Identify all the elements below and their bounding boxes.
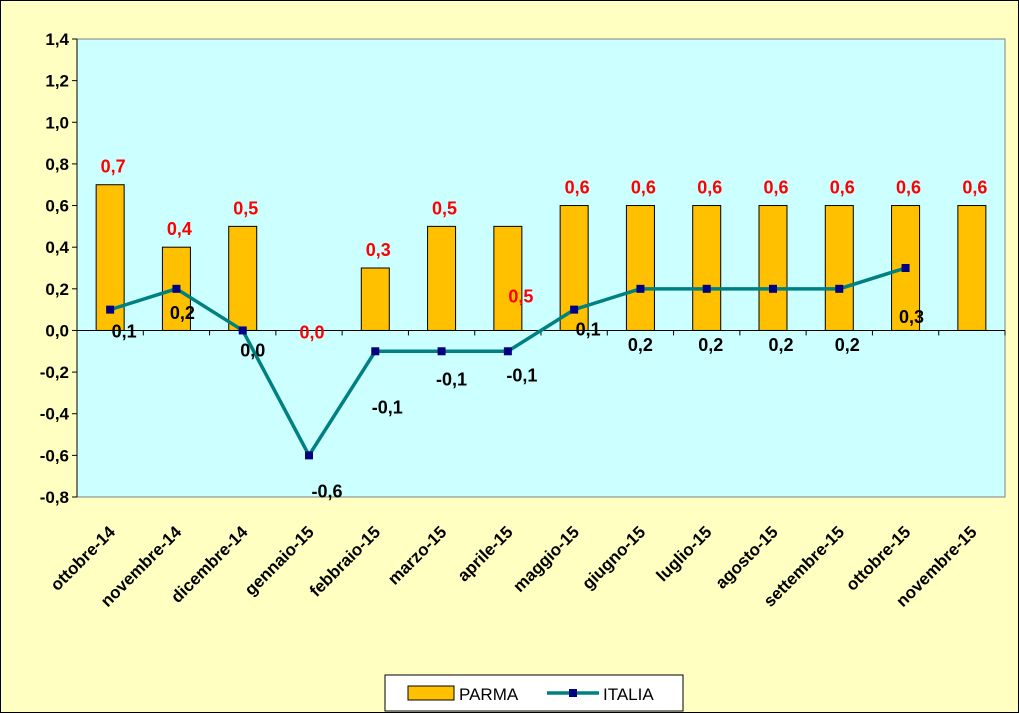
- x-tick-label: ottobre-15: [842, 522, 914, 594]
- data-label-parma: 0,5: [508, 286, 533, 306]
- data-label-parma: 0,6: [763, 178, 788, 198]
- data-label-italia: 0,2: [698, 335, 723, 355]
- data-label-italia: 0,3: [899, 307, 924, 327]
- point-italia: [238, 326, 247, 335]
- point-italia: [769, 284, 777, 293]
- bar-parma: [493, 225, 523, 331]
- bar-parma: [360, 267, 390, 331]
- point-italia: [702, 284, 711, 293]
- bar-parma: [692, 205, 722, 331]
- data-label-italia: 0,2: [170, 303, 195, 323]
- data-label-parma: 0,3: [366, 240, 391, 260]
- bar-parma: [957, 205, 987, 331]
- point-italia: [172, 284, 181, 293]
- y-tick-label: 0,8: [45, 155, 69, 174]
- y-tick-label: 0,6: [45, 197, 69, 216]
- legend-label-italia: ITALIA: [603, 685, 654, 704]
- x-tick-label: marzo-15: [384, 522, 450, 588]
- data-label-italia: 0,0: [240, 340, 265, 360]
- data-label-italia: -0,1: [372, 397, 403, 417]
- point-italia: [371, 347, 380, 356]
- x-tick-label: agosto-15: [712, 522, 782, 592]
- point-italia: [570, 305, 579, 314]
- x-tick-label: febbraio-15: [306, 522, 384, 600]
- y-tick-label: -0,4: [40, 405, 70, 424]
- legend-swatch-parma: [407, 685, 455, 701]
- y-tick-label: -0,6: [40, 446, 69, 465]
- y-tick-label: 0,4: [45, 238, 69, 257]
- bar-parma: [824, 205, 854, 331]
- data-label-italia: 0,2: [768, 335, 793, 355]
- y-tick-label: 1,0: [45, 113, 69, 132]
- point-italia: [835, 284, 844, 293]
- y-tick-label: -0,8: [40, 488, 69, 507]
- x-tick-label: giugno-15: [578, 522, 649, 593]
- point-italia: [901, 264, 910, 272]
- point-italia: [503, 347, 512, 356]
- data-label-parma: 0,6: [896, 178, 921, 198]
- data-label-parma: 0,6: [631, 178, 656, 198]
- data-label-parma: 0,6: [565, 178, 590, 198]
- x-tick-label: maggio-15: [509, 522, 583, 596]
- data-label-parma: 0,5: [432, 198, 457, 218]
- y-tick-label: -0,2: [40, 363, 69, 382]
- data-label-italia: -0,1: [436, 369, 467, 389]
- x-tick-label: aprile-15: [454, 522, 517, 585]
- bar-parma: [625, 205, 655, 331]
- data-label-parma: 0,5: [233, 198, 258, 218]
- data-label-italia: 0,2: [628, 335, 653, 355]
- bar-parma: [427, 225, 457, 331]
- y-tick-label: 0,2: [45, 280, 69, 299]
- point-italia: [305, 451, 313, 460]
- x-tick-label: luglio-15: [653, 522, 716, 585]
- data-label-parma: 0,6: [697, 178, 722, 198]
- data-label-parma: 0,7: [101, 157, 126, 177]
- data-label-italia: 0,1: [576, 320, 601, 340]
- legend-label-parma: PARMA: [459, 685, 519, 704]
- data-label-italia: 0,2: [835, 335, 860, 355]
- data-label-parma: 0,6: [962, 178, 987, 198]
- bar-parma: [228, 225, 258, 331]
- data-label-italia: 0,1: [112, 322, 137, 342]
- bar-parma: [758, 205, 788, 331]
- plot-area: [76, 38, 1006, 498]
- data-label-parma: 0,4: [167, 219, 192, 239]
- y-tick-label: 1,2: [45, 72, 69, 91]
- y-tick-label: 0,0: [45, 321, 69, 340]
- legend-marker-italia: [569, 689, 577, 697]
- data-label-parma: 0,6: [830, 178, 855, 198]
- point-italia: [636, 284, 645, 293]
- x-tick-label: ottobre-14: [47, 522, 120, 595]
- point-italia: [106, 305, 115, 314]
- y-tick-label: 1,4: [45, 30, 69, 49]
- legend: PARMA ITALIA: [384, 674, 684, 712]
- point-italia: [437, 347, 446, 356]
- data-label-italia: -0,1: [506, 365, 537, 385]
- data-label-parma: 0,0: [299, 322, 324, 342]
- data-label-italia: -0,6: [311, 481, 342, 501]
